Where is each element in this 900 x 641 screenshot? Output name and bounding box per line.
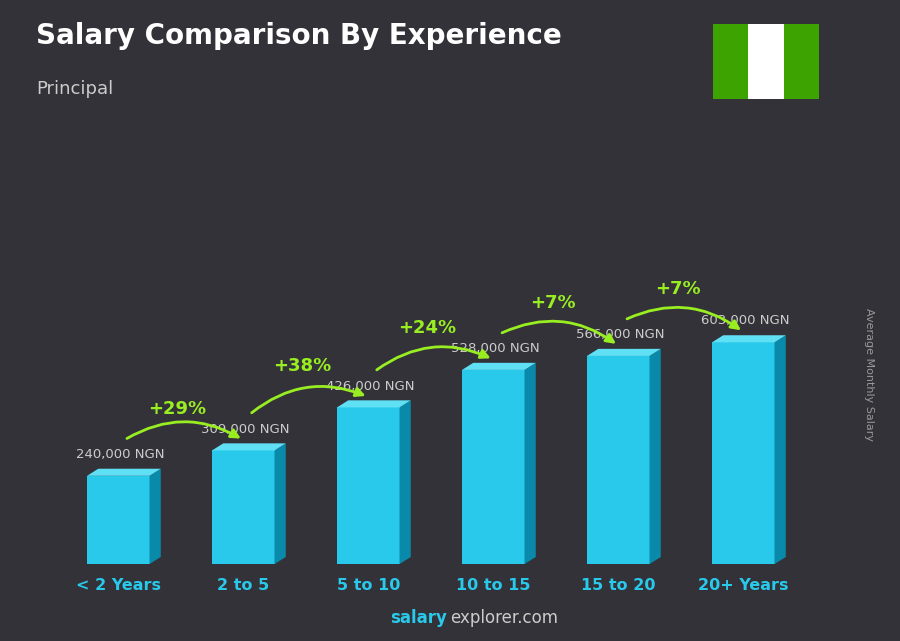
Polygon shape bbox=[274, 444, 286, 564]
Text: 240,000 NGN: 240,000 NGN bbox=[76, 448, 165, 461]
Text: 566,000 NGN: 566,000 NGN bbox=[576, 328, 664, 341]
Text: +7%: +7% bbox=[530, 294, 575, 312]
Polygon shape bbox=[587, 356, 650, 564]
Polygon shape bbox=[462, 370, 525, 564]
Polygon shape bbox=[400, 401, 410, 564]
Polygon shape bbox=[462, 363, 536, 370]
Text: salary: salary bbox=[391, 609, 447, 627]
Bar bbox=[784, 24, 819, 99]
Polygon shape bbox=[337, 408, 400, 564]
Text: 528,000 NGN: 528,000 NGN bbox=[451, 342, 539, 355]
Polygon shape bbox=[650, 349, 661, 564]
Text: 426,000 NGN: 426,000 NGN bbox=[326, 379, 414, 392]
Polygon shape bbox=[87, 476, 149, 564]
Polygon shape bbox=[212, 444, 286, 451]
Polygon shape bbox=[149, 469, 161, 564]
Bar bbox=[713, 24, 748, 99]
Polygon shape bbox=[212, 451, 274, 564]
Polygon shape bbox=[587, 349, 661, 356]
Bar bbox=[748, 24, 784, 99]
Polygon shape bbox=[525, 363, 535, 564]
Text: Salary Comparison By Experience: Salary Comparison By Experience bbox=[36, 22, 562, 51]
Text: +38%: +38% bbox=[274, 357, 332, 375]
Polygon shape bbox=[337, 401, 410, 408]
Polygon shape bbox=[712, 342, 775, 564]
Text: explorer.com: explorer.com bbox=[450, 609, 558, 627]
Text: +24%: +24% bbox=[399, 319, 456, 337]
Text: +7%: +7% bbox=[655, 280, 700, 298]
Text: +29%: +29% bbox=[148, 400, 207, 418]
Text: 603,000 NGN: 603,000 NGN bbox=[701, 315, 789, 328]
Text: 309,000 NGN: 309,000 NGN bbox=[201, 422, 290, 436]
Text: Principal: Principal bbox=[36, 80, 113, 98]
Polygon shape bbox=[87, 469, 161, 476]
Text: Average Monthly Salary: Average Monthly Salary bbox=[864, 308, 875, 442]
Polygon shape bbox=[712, 335, 786, 342]
Polygon shape bbox=[775, 335, 786, 564]
